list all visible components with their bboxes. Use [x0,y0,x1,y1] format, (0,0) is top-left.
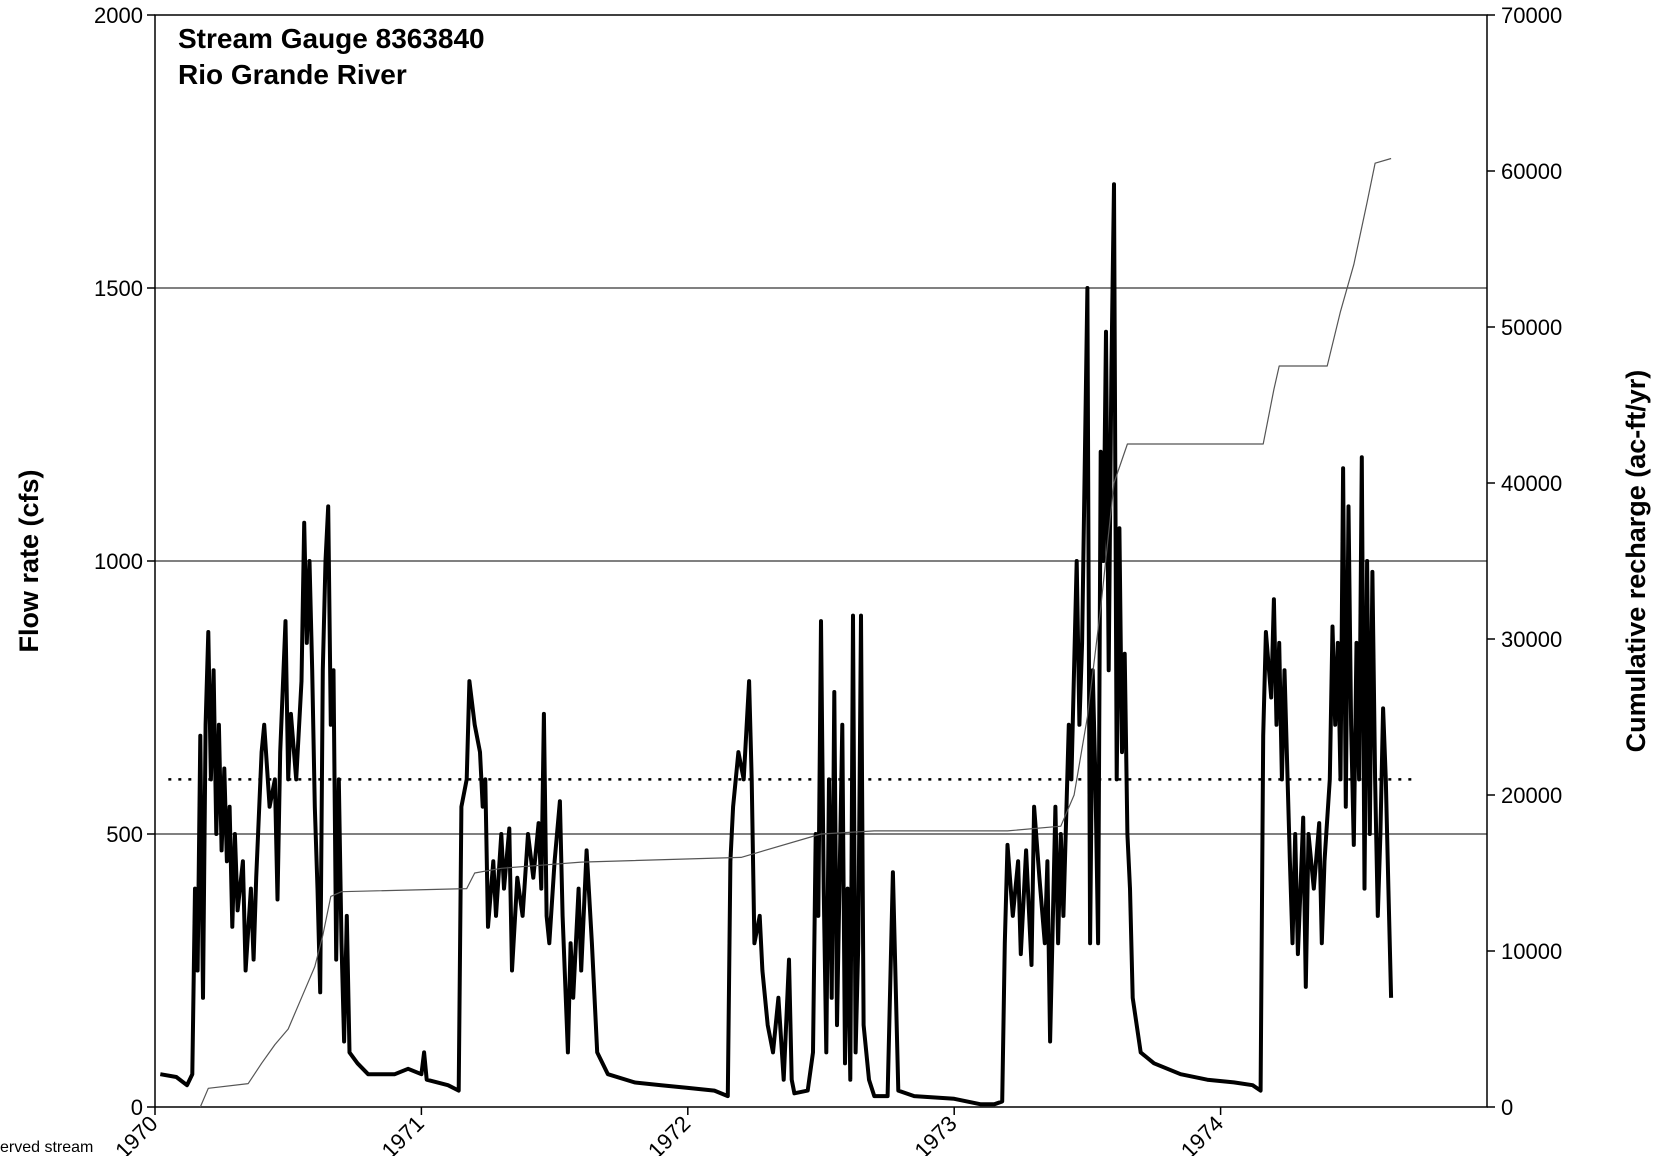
y2-tick-label: 30000 [1501,627,1562,652]
y-tick-label: 2000 [94,3,143,28]
chart-title: Stream Gauge 8363840 [178,23,485,54]
y-tick-label: 500 [106,822,143,847]
y2-tick-label: 60000 [1501,159,1562,184]
legend-fragment: erved stream [0,1139,93,1156]
y-tick-label: 1500 [94,276,143,301]
x-tick-label: 1973 [909,1111,961,1156]
y2-tick-label: 0 [1501,1095,1513,1120]
chart-subtitle: Rio Grande River [178,59,407,90]
y2-tick-label: 70000 [1501,3,1562,28]
x-tick-label: 1972 [643,1111,695,1156]
y2-tick-label: 40000 [1501,471,1562,496]
x-tick-label: 1971 [377,1111,429,1156]
y-tick-label: 0 [131,1095,143,1120]
y-tick-label: 1000 [94,549,143,574]
y2-tick-label: 50000 [1501,315,1562,340]
y2-axis-label: Cumulative recharge (ac-ft/yr) [1621,370,1651,753]
y-axis-label: Flow rate (cfs) [14,469,44,652]
y2-tick-label: 20000 [1501,783,1562,808]
recharge-line [199,157,1392,1108]
flow-line [159,182,1394,1107]
plot-frame [154,14,1488,1108]
x-tick-label: 1974 [1176,1111,1228,1156]
y2-tick-label: 10000 [1501,939,1562,964]
